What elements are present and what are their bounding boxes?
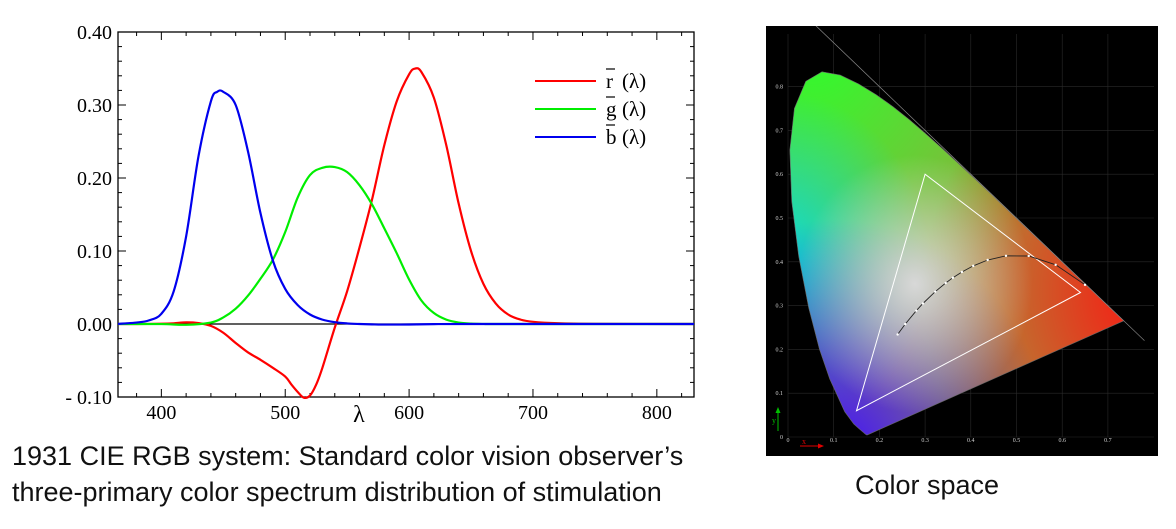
series-lines	[117, 67, 695, 400]
y-tick-label: 0.4	[776, 260, 784, 266]
right-caption: Color space	[855, 470, 1000, 500]
y-tick-label: 0.00	[77, 314, 112, 336]
y-tick-label: 0.5	[776, 216, 784, 222]
x-tick-label: 0	[787, 438, 790, 444]
chromaticity-tick-labels: 0 0.1 0.2 0.3 0.4 0.5 0.6 0.7 0 0.1 0.2 0.3 0.4 0.5 0.…	[776, 85, 1112, 444]
x-tick-label: 0.1	[830, 438, 838, 444]
x-tick-label: 400	[146, 402, 176, 424]
y-tick-label: 0.2	[776, 347, 784, 353]
series-line-r	[117, 67, 695, 400]
planck-point	[944, 281, 947, 285]
planck-point	[951, 276, 955, 279]
x-tick-label: 500	[270, 402, 300, 424]
planck-point	[904, 322, 907, 326]
planck-point	[1083, 283, 1087, 287]
y-tick-label: 0.1	[776, 391, 784, 397]
legend-arg-r: (λ)	[622, 69, 646, 93]
x-tick-label: 0.3	[921, 438, 929, 444]
y-tick-label: 0.7	[776, 128, 784, 134]
x-tick-label: 0.4	[967, 438, 975, 444]
series-line-b	[117, 89, 695, 326]
legend-arg-g: (λ)	[622, 97, 646, 121]
planck-point	[921, 302, 925, 305]
legend-label-r: r	[606, 69, 613, 93]
y-tick-labels: - 0.10 0.00 0.10 0.20 0.30 0.40	[65, 22, 112, 409]
planckian-points	[896, 254, 1087, 336]
x-tick-label: 0.2	[876, 438, 884, 444]
chromaticity-diagram: 0 0.1 0.2 0.3 0.4 0.5 0.6 0.7 0 0.1 0.2 0.3 0.4 0.5 0.…	[766, 26, 1158, 456]
legend-label-g: g	[606, 97, 617, 121]
legend-arg-b: (λ)	[622, 125, 646, 149]
color-matching-functions-chart: - 0.10 0.00 0.10 0.20 0.30 0.40 400 500 600 700 8…	[65, 22, 695, 428]
axis-ticks	[118, 31, 694, 398]
left-caption: 1931 CIE RGB system: Standard color visi…	[12, 438, 772, 510]
legend-label-b: b	[606, 125, 617, 149]
left-caption-line-1: 1931 CIE RGB system: Standard color visi…	[12, 441, 684, 471]
series-line-g	[117, 165, 695, 326]
y-tick-label: 0.30	[77, 95, 112, 117]
planck-point	[972, 264, 975, 268]
planck-point	[960, 270, 964, 274]
y-tick-label: 0.40	[77, 22, 112, 44]
legend: r (λ)g (λ)b (λ)	[535, 68, 646, 149]
planck-point	[986, 258, 989, 262]
x-tick-label: 800	[642, 402, 672, 424]
y-axis-label: y	[772, 416, 776, 425]
planck-point	[1004, 254, 1008, 257]
x-axis-label: λ	[353, 402, 365, 428]
x-tick-label: 700	[518, 402, 548, 424]
x-tick-label: 0.6	[1058, 438, 1066, 444]
planckian-locus	[897, 255, 1086, 335]
planck-point	[933, 290, 937, 293]
x-tick-label: 0.7	[1104, 438, 1112, 444]
planck-point	[896, 333, 899, 336]
x-tick-label: 0.5	[1013, 438, 1021, 444]
y-tick-label: 0.3	[776, 304, 784, 310]
y-tick-label: 0.8	[776, 85, 784, 91]
y-tick-label: 0	[780, 435, 783, 441]
x-tick-label: 600	[394, 402, 424, 424]
y-tick-label: 0.20	[77, 168, 112, 190]
x-tick-labels: 400 500 600 700 800	[146, 402, 671, 424]
y-tick-label: 0.10	[77, 241, 112, 263]
planck-point	[915, 309, 918, 312]
primaries-triangle	[855, 173, 1082, 412]
axis-arrows: y x	[772, 407, 824, 449]
planck-point	[1027, 254, 1030, 258]
gamut-fill	[789, 71, 1124, 435]
x-axis-label: x	[802, 437, 806, 446]
y-tick-label: - 0.10	[65, 387, 112, 409]
left-caption-line-2: three-primary color spectrum distributio…	[12, 477, 662, 507]
planck-point	[1054, 263, 1057, 267]
y-tick-label: 0.6	[776, 172, 784, 178]
